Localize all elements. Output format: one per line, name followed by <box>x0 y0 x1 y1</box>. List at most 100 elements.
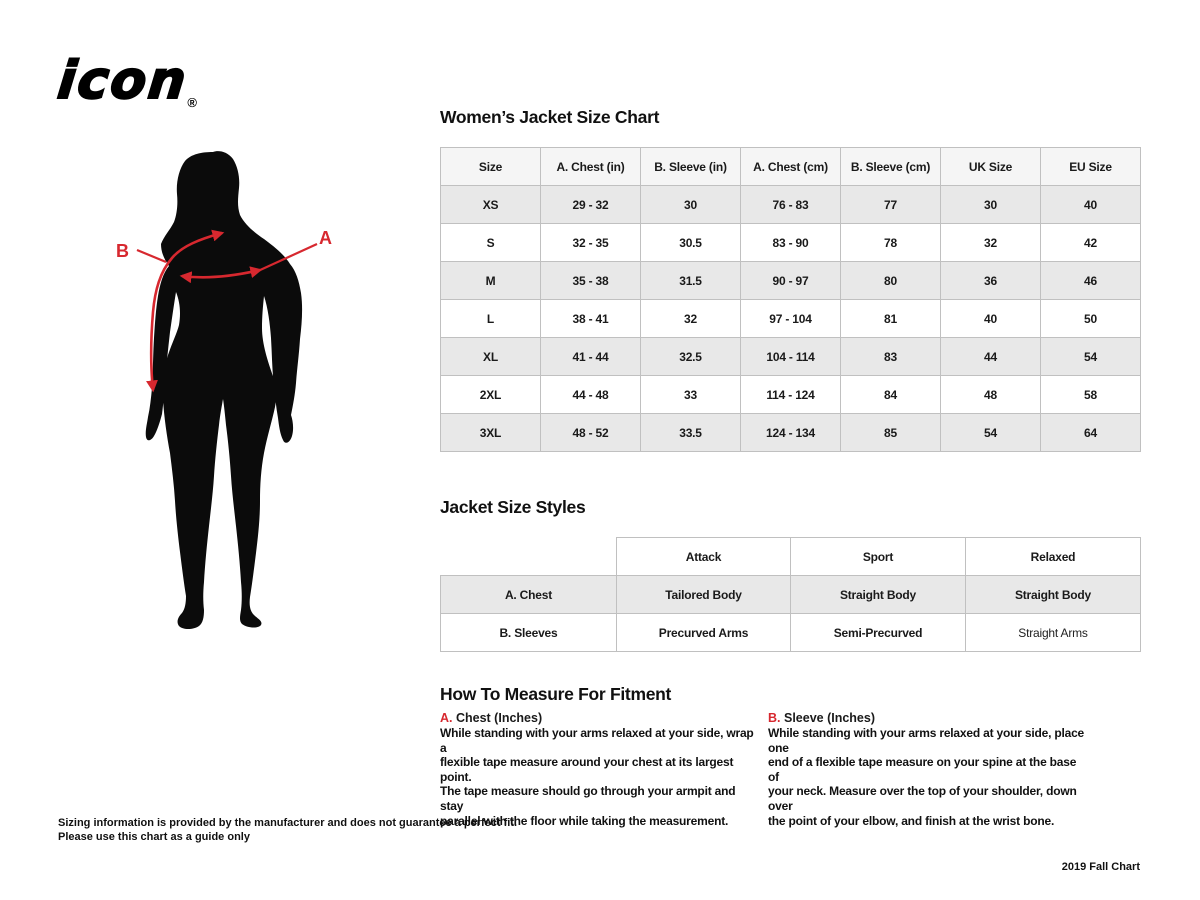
label-b-leader-line <box>136 248 167 264</box>
table-cell: 97 - 104 <box>740 299 841 338</box>
table-cell: Straight Arms <box>965 613 1141 652</box>
table-cell: 90 - 97 <box>740 261 841 300</box>
column-header: Size <box>440 147 541 186</box>
table-cell: 31.5 <box>640 261 741 300</box>
size-chart-table: Size A. Chest (in) B. Sleeve (in) A. Che… <box>440 147 1141 452</box>
icon-logo-text: icon <box>54 50 192 112</box>
table-row: 2XL 44 - 48 33 114 - 124 84 48 58 <box>440 375 1141 414</box>
table-cell: 83 - 90 <box>740 223 841 262</box>
table-cell: 2XL <box>440 375 541 414</box>
table-cell: 32 - 35 <box>540 223 641 262</box>
table-cell: 35 - 38 <box>540 261 641 300</box>
corner-cell <box>441 538 617 576</box>
table-cell: 114 - 124 <box>740 375 841 414</box>
measure-label-chest: A. Chest (Inches) <box>440 711 756 725</box>
table-cell: 40 <box>940 299 1041 338</box>
table-cell: 104 - 114 <box>740 337 841 376</box>
table-cell: 33.5 <box>640 413 741 452</box>
table-cell: 124 - 134 <box>740 413 841 452</box>
column-header: B. Sleeve (cm) <box>840 147 941 186</box>
column-header: A. Chest (cm) <box>740 147 841 186</box>
table-cell: 30 <box>640 185 741 224</box>
figure-label-b: B <box>116 241 129 261</box>
measure-body-sleeve: While standing with your arms relaxed at… <box>768 726 1085 828</box>
table-cell: 46 <box>1040 261 1141 300</box>
table-cell: 85 <box>840 413 941 452</box>
measure-label-sleeve: B. Sleeve (Inches) <box>768 711 1090 725</box>
column-header: Sport <box>790 537 966 576</box>
table-cell: 3XL <box>440 413 541 452</box>
table-cell: 44 - 48 <box>540 375 641 414</box>
label-a-leader-line <box>257 242 318 273</box>
table-cell: 38 - 41 <box>540 299 641 338</box>
measure-label-text: Chest (Inches) <box>455 711 543 725</box>
column-header: Relaxed <box>965 537 1141 576</box>
table-cell: 78 <box>840 223 941 262</box>
styles-table-header-row: Attack Sport Relaxed <box>441 537 1141 576</box>
measure-body-chest: While standing with your arms relaxed at… <box>440 726 754 828</box>
chart-version-label: 2019 Fall Chart <box>1061 861 1140 873</box>
table-cell: 48 <box>940 375 1041 414</box>
row-header: A. Chest <box>440 575 617 614</box>
table-row: XS 29 - 32 30 76 - 83 77 30 40 <box>440 185 1141 224</box>
table-cell: Tailored Body <box>616 575 791 614</box>
table-row: XL 41 - 44 32.5 104 - 114 83 44 54 <box>440 337 1141 376</box>
table-cell: 33 <box>640 375 741 414</box>
table-cell: 32.5 <box>640 337 741 376</box>
chest-measure-line <box>179 266 263 284</box>
table-cell: Precurved Arms <box>616 613 791 652</box>
measure-instructions-chest: A. Chest (Inches) While standing with yo… <box>440 711 756 828</box>
styles-chart-title: Jacket Size Styles <box>440 497 586 517</box>
measure-instructions-sleeve: B. Sleeve (Inches) While standing with y… <box>768 711 1090 828</box>
table-cell: 30.5 <box>640 223 741 262</box>
table-cell: 32 <box>940 223 1041 262</box>
table-cell: 42 <box>1040 223 1141 262</box>
table-cell: 41 - 44 <box>540 337 641 376</box>
column-header: Attack <box>616 537 791 576</box>
table-cell: 36 <box>940 261 1041 300</box>
table-cell: 50 <box>1040 299 1141 338</box>
table-cell: L <box>440 299 541 338</box>
table-cell: XL <box>440 337 541 376</box>
table-row: S 32 - 35 30.5 83 - 90 78 32 42 <box>440 223 1141 262</box>
table-cell: 77 <box>840 185 941 224</box>
column-header: EU Size <box>1040 147 1141 186</box>
table-cell: 76 - 83 <box>740 185 841 224</box>
measure-label-text: Sleeve (Inches) <box>783 711 875 725</box>
table-cell: 32 <box>640 299 741 338</box>
table-cell: M <box>440 261 541 300</box>
icon-logo: icon® <box>54 50 278 114</box>
table-cell: 81 <box>840 299 941 338</box>
table-cell: 80 <box>840 261 941 300</box>
column-header: A. Chest (in) <box>540 147 641 186</box>
table-row: M 35 - 38 31.5 90 - 97 80 36 46 <box>440 261 1141 300</box>
woman-silhouette-graphic: B A <box>116 151 332 629</box>
column-header: UK Size <box>940 147 1041 186</box>
woman-silhouette <box>145 151 303 629</box>
table-cell: 58 <box>1040 375 1141 414</box>
table-cell: 29 - 32 <box>540 185 641 224</box>
table-cell: S <box>440 223 541 262</box>
table-cell: 48 - 52 <box>540 413 641 452</box>
table-cell: 40 <box>1040 185 1141 224</box>
column-header: B. Sleeve (in) <box>640 147 741 186</box>
table-row: B. Sleeves Precurved Arms Semi-Precurved… <box>440 613 1141 652</box>
table-cell: 83 <box>840 337 941 376</box>
figure-label-a: A <box>319 228 332 248</box>
table-row: A. Chest Tailored Body Straight Body Str… <box>440 575 1141 614</box>
styles-chart-table: Attack Sport Relaxed A. Chest Tailored B… <box>440 537 1141 652</box>
table-cell: 54 <box>1040 337 1141 376</box>
table-cell: XS <box>440 185 541 224</box>
size-chart-title: Women’s Jacket Size Chart <box>440 107 660 127</box>
sleeve-measure-line <box>146 229 225 393</box>
table-cell: Straight Body <box>965 575 1141 614</box>
measurement-figure: B A <box>100 140 360 650</box>
table-row: L 38 - 41 32 97 - 104 81 40 50 <box>440 299 1141 338</box>
table-cell: 54 <box>940 413 1041 452</box>
size-table-header-row: Size A. Chest (in) B. Sleeve (in) A. Che… <box>440 147 1141 186</box>
table-cell: Semi-Precurved <box>790 613 966 652</box>
measure-letter-b: B. <box>768 711 781 725</box>
table-cell: Straight Body <box>790 575 966 614</box>
registered-trademark: ® <box>187 95 197 110</box>
